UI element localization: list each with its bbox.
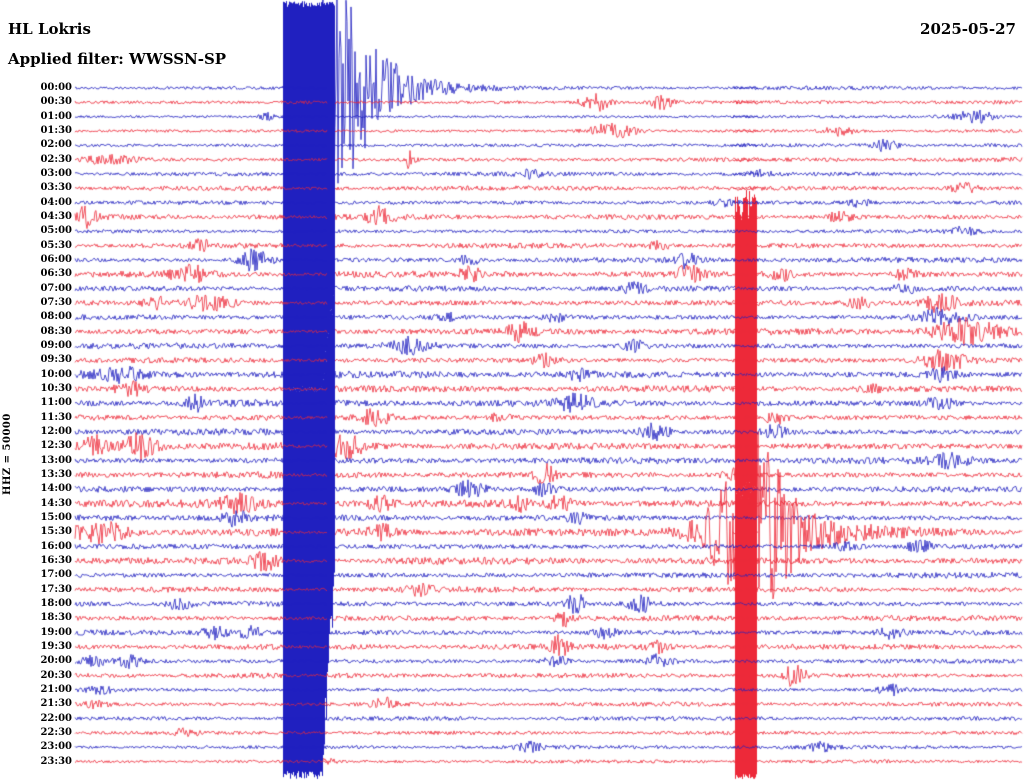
row-label: 22:30 bbox=[40, 726, 72, 738]
row-label: 08:00 bbox=[40, 311, 72, 323]
row-label: 09:00 bbox=[40, 339, 72, 351]
row-label: 18:30 bbox=[40, 612, 72, 624]
row-label: 00:00 bbox=[40, 82, 72, 93]
row-label: 23:30 bbox=[40, 755, 72, 767]
row-label: 16:00 bbox=[40, 540, 72, 552]
row-label: 20:00 bbox=[40, 655, 72, 667]
row-label: 08:30 bbox=[40, 325, 72, 337]
row-label: 10:00 bbox=[40, 368, 72, 380]
row-label: 01:00 bbox=[40, 110, 72, 122]
row-label: 17:30 bbox=[40, 583, 72, 595]
row-label: 02:30 bbox=[40, 153, 72, 165]
row-label: 22:00 bbox=[40, 712, 72, 724]
row-label: 02:00 bbox=[40, 139, 72, 151]
row-label: 16:30 bbox=[40, 554, 72, 566]
row-label: 14:30 bbox=[40, 497, 72, 509]
row-label: 01:30 bbox=[40, 125, 72, 136]
row-label: 04:30 bbox=[40, 211, 72, 222]
date-label: 2025-05-27 bbox=[920, 20, 1016, 38]
row-label: 11:00 bbox=[40, 397, 72, 409]
row-label: 12:00 bbox=[40, 425, 72, 437]
row-label: 06:00 bbox=[40, 254, 72, 265]
row-label: 19:30 bbox=[40, 640, 72, 652]
row-label: 12:30 bbox=[40, 440, 72, 452]
row-label: 21:30 bbox=[40, 698, 72, 710]
row-label: 05:00 bbox=[40, 225, 72, 237]
row-label: 15:00 bbox=[40, 511, 72, 523]
row-label: 14:00 bbox=[40, 483, 72, 495]
row-label: 15:30 bbox=[40, 526, 72, 538]
row-label: 10:30 bbox=[40, 382, 72, 394]
row-label: 21:00 bbox=[40, 683, 72, 695]
row-label: 07:00 bbox=[40, 282, 72, 294]
filter-label: Applied filter: WWSSN-SP bbox=[8, 50, 227, 68]
channel-scale-label: HHZ = 50000 bbox=[2, 413, 13, 495]
row-label: 09:30 bbox=[40, 354, 72, 366]
row-label: 20:30 bbox=[40, 669, 72, 681]
row-label: 13:00 bbox=[40, 454, 72, 466]
row-label: 03:00 bbox=[40, 168, 72, 179]
row-label: 19:00 bbox=[40, 626, 72, 638]
row-label: 23:00 bbox=[40, 741, 72, 753]
row-label: 13:30 bbox=[40, 468, 72, 480]
row-label: 04:00 bbox=[40, 196, 72, 208]
row-label: 18:00 bbox=[40, 597, 72, 609]
station-title: HL Lokris bbox=[8, 20, 91, 38]
row-label: 03:30 bbox=[40, 182, 72, 194]
row-label: 11:30 bbox=[40, 411, 72, 423]
row-label: 00:30 bbox=[40, 96, 72, 108]
row-label: 07:30 bbox=[40, 296, 72, 308]
row-label: 05:30 bbox=[40, 239, 72, 251]
row-label: 06:30 bbox=[40, 268, 72, 280]
row-label: 17:00 bbox=[40, 569, 72, 581]
